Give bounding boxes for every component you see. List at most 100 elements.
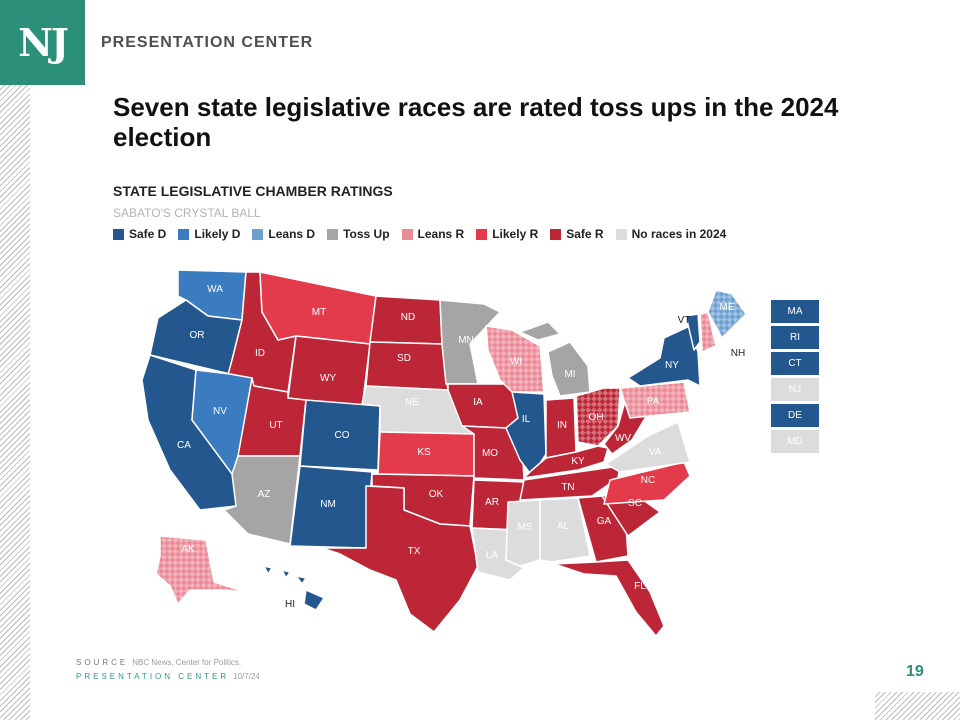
state-label-ks: KS <box>417 447 431 458</box>
legend-swatch <box>615 228 627 240</box>
logo-text: NJ <box>18 20 69 65</box>
state-tx <box>321 485 479 633</box>
legend-label: Leans D <box>268 227 316 241</box>
legend-item-likely-d: Likely D <box>178 227 240 241</box>
source-key: SOURCE <box>76 658 129 667</box>
footer-line: PRESENTATION CENTER 10/7/24 <box>76 672 260 681</box>
state-label-id: ID <box>255 348 265 359</box>
source-text: NBC News, Center for Politics. <box>132 658 242 667</box>
legend-label: Likely D <box>194 227 241 241</box>
legend-swatch <box>252 228 264 240</box>
state-label-or: OR <box>190 330 205 341</box>
decorative-hatch-bottom <box>875 692 960 720</box>
state-label-ca: CA <box>177 440 191 451</box>
chart-subtitle: SABATO'S CRYSTAL BALL <box>113 206 261 220</box>
state-label-nh: NH <box>731 348 745 359</box>
state-ms <box>505 499 541 567</box>
state-ny <box>627 325 701 387</box>
state-sd <box>365 341 449 391</box>
state-wi <box>485 325 545 393</box>
state-label-tx: TX <box>408 546 421 557</box>
state-label-ky: KY <box>571 456 585 467</box>
legend-label: Toss Up <box>343 227 390 241</box>
state-label-wi: WI <box>510 356 522 367</box>
legend-label: No races in 2024 <box>631 227 727 241</box>
state-label-ny: NY <box>665 360 679 371</box>
side-box-de: DE <box>771 404 819 427</box>
legend-label: Safe R <box>566 227 604 241</box>
state-fl <box>553 559 665 637</box>
state-label-vt: VT <box>678 315 691 326</box>
state-pa <box>619 381 691 419</box>
decorative-hatch-left <box>0 85 30 720</box>
source-line: SOURCE NBC News, Center for Politics. <box>76 658 241 667</box>
legend-item-toss-up: Toss Up <box>327 227 390 241</box>
state-label-in: IN <box>557 420 567 431</box>
footer-center: PRESENTATION CENTER <box>76 672 230 681</box>
page-number: 19 <box>906 663 924 680</box>
state-label-co: CO <box>335 430 350 441</box>
state-label-ok: OK <box>429 489 444 500</box>
state-label-ar: AR <box>485 497 499 508</box>
brand-name: PRESENTATION CENTER <box>101 34 314 51</box>
legend-item-no-races: No races in 2024 <box>615 227 727 241</box>
legend-label: Safe D <box>129 227 167 241</box>
state-label-sc: SC <box>628 498 642 509</box>
state-label-va: VA <box>649 447 662 458</box>
legend-label: Likely R <box>492 227 539 241</box>
side-box-md: MD <box>771 430 819 453</box>
state-label-wv: WV <box>615 433 631 444</box>
legend-swatch <box>113 228 124 240</box>
legend-item-safe-r: Safe R <box>550 227 604 241</box>
side-box-ma: MA <box>771 300 819 323</box>
state-nh <box>699 311 717 353</box>
state-va <box>605 421 691 473</box>
state-mn <box>439 299 501 385</box>
state-label-wa: WA <box>207 284 223 295</box>
state-label-la: LA <box>486 550 499 561</box>
state-label-nd: ND <box>401 312 415 323</box>
state-label-az: AZ <box>258 489 271 500</box>
state-label-nc: NC <box>641 475 655 486</box>
legend-swatch <box>178 228 190 240</box>
state-label-il: IL <box>522 414 531 425</box>
state-vt <box>685 313 701 351</box>
legend-item-leans-d: Leans D <box>252 227 315 241</box>
state-ky <box>523 445 609 479</box>
state-hi <box>263 565 325 611</box>
state-ga <box>577 495 629 563</box>
state-label-wy: WY <box>320 373 336 384</box>
state-label-mt: MT <box>312 307 326 318</box>
state-label-ms: MS <box>518 522 533 533</box>
legend-item-safe-d: Safe D <box>113 227 166 241</box>
state-label-mi: MI <box>564 369 575 380</box>
side-box-ct: CT <box>771 352 819 375</box>
state-label-tn: TN <box>561 482 574 493</box>
state-wy <box>287 335 371 409</box>
state-label-nm: NM <box>320 499 336 510</box>
legend-swatch <box>476 228 488 240</box>
state-label-fl: FL <box>634 581 646 592</box>
legend-swatch <box>327 228 339 240</box>
state-label-ne: NE <box>405 397 419 408</box>
footer-date: 10/7/24 <box>233 672 260 681</box>
state-al <box>539 497 591 563</box>
state-label-ga: GA <box>597 516 612 527</box>
state-label-ak: AK <box>181 544 195 555</box>
state-label-sd: SD <box>397 353 411 364</box>
legend-label: Leans R <box>417 227 465 241</box>
state-label-ia: IA <box>473 397 483 408</box>
nj-logo: NJ <box>0 0 85 85</box>
chart-title: STATE LEGISLATIVE CHAMBER RATINGS <box>113 183 393 199</box>
legend-swatch <box>550 228 562 240</box>
state-me <box>707 289 747 339</box>
legend-item-leans-r: Leans R <box>401 227 465 241</box>
state-label-nv: NV <box>213 406 227 417</box>
state-label-oh: OH <box>589 412 604 423</box>
legend-swatch <box>401 228 413 240</box>
legend-item-likely-r: Likely R <box>476 227 538 241</box>
state-label-pa: PA <box>647 396 660 407</box>
state-label-me: ME <box>720 302 735 313</box>
state-label-mn: MN <box>458 335 474 346</box>
